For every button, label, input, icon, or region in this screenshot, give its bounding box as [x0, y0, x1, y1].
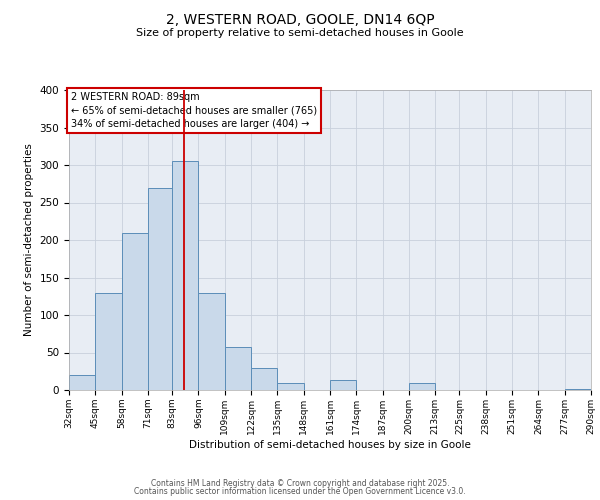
Bar [95, 292, 122, 390]
Bar [199, 292, 225, 390]
X-axis label: Distribution of semi-detached houses by size in Goole: Distribution of semi-detached houses by … [189, 440, 471, 450]
Bar [251, 368, 277, 390]
Text: 2 WESTERN ROAD: 89sqm
← 65% of semi-detached houses are smaller (765)
34% of sem: 2 WESTERN ROAD: 89sqm ← 65% of semi-deta… [71, 92, 317, 128]
Bar [277, 382, 304, 390]
Text: Contains public sector information licensed under the Open Government Licence v3: Contains public sector information licen… [134, 487, 466, 496]
Text: Size of property relative to semi-detached houses in Goole: Size of property relative to semi-detach… [136, 28, 464, 38]
Bar [565, 388, 591, 390]
Bar [69, 375, 95, 390]
Bar [122, 232, 148, 390]
Bar [409, 382, 435, 390]
Y-axis label: Number of semi-detached properties: Number of semi-detached properties [24, 144, 34, 336]
Bar [172, 161, 199, 390]
Text: 2, WESTERN ROAD, GOOLE, DN14 6QP: 2, WESTERN ROAD, GOOLE, DN14 6QP [166, 12, 434, 26]
Text: Contains HM Land Registry data © Crown copyright and database right 2025.: Contains HM Land Registry data © Crown c… [151, 478, 449, 488]
Bar [225, 347, 251, 390]
Bar [330, 380, 356, 390]
Bar [148, 188, 172, 390]
